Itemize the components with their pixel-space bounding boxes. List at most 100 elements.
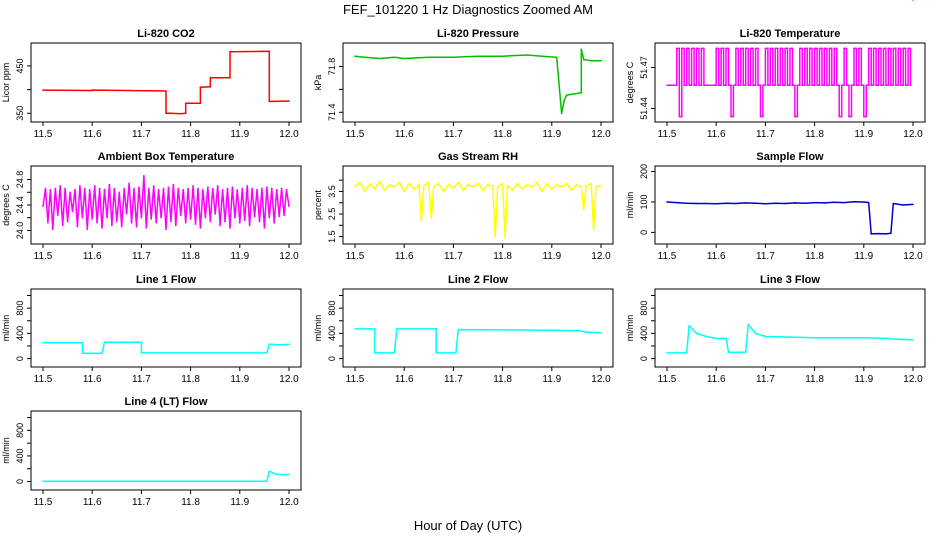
data-point xyxy=(79,185,81,187)
data-point xyxy=(818,84,821,86)
data-point xyxy=(863,337,865,339)
y-axis-label: ml/min xyxy=(625,315,635,342)
data-point xyxy=(393,186,396,188)
data-point xyxy=(172,183,175,186)
data-point xyxy=(715,337,717,340)
data-point xyxy=(150,218,152,220)
data-point xyxy=(855,47,858,50)
data-point xyxy=(76,225,79,228)
data-point xyxy=(219,224,221,227)
data-point xyxy=(796,84,799,86)
y-tick-label: 100 xyxy=(639,194,649,209)
data-point xyxy=(744,84,747,86)
data-point xyxy=(747,47,749,50)
data-point xyxy=(592,229,595,231)
data-point xyxy=(791,47,794,50)
data-point xyxy=(155,222,157,224)
x-tick-label: 12.0 xyxy=(591,251,611,262)
data-point xyxy=(214,213,216,215)
x-tick-label: 11.7 xyxy=(132,251,151,262)
data-point xyxy=(81,352,84,355)
data-point xyxy=(813,47,816,50)
data-point xyxy=(720,84,722,86)
data-point xyxy=(516,182,519,185)
x-tick-label: 11.9 xyxy=(542,374,561,385)
data-point xyxy=(779,84,781,86)
data-point xyxy=(757,84,759,86)
data-point xyxy=(786,84,789,86)
y-tick-label: 0 xyxy=(15,479,25,484)
data-point xyxy=(813,84,816,86)
x-tick-label: 11.9 xyxy=(230,374,249,385)
x-tick-label: 11.9 xyxy=(230,129,249,140)
data-point xyxy=(887,337,890,340)
chart-panel-10: Line 4 (LT) Flow ml/min 11.5 11.6 11.7 11.8 11… xyxy=(1,396,302,508)
data-point xyxy=(278,343,281,346)
data-point xyxy=(98,187,101,190)
data-point xyxy=(804,47,806,50)
y-axis-label: degrees C xyxy=(1,184,11,226)
data-point xyxy=(140,216,143,219)
data-point xyxy=(890,338,892,340)
x-tick-label: 12.0 xyxy=(591,374,611,385)
data-point xyxy=(759,115,762,118)
x-tick-label: 11.6 xyxy=(395,374,414,385)
x-tick-label: 11.5 xyxy=(34,251,53,262)
data-point xyxy=(600,185,602,187)
data-point xyxy=(600,59,602,62)
data-point xyxy=(754,332,757,335)
data-point xyxy=(234,216,236,219)
data-point xyxy=(737,84,740,86)
data-point xyxy=(781,84,784,86)
data-point xyxy=(44,187,47,190)
data-point xyxy=(899,84,902,86)
data-point xyxy=(280,187,283,190)
data-point xyxy=(855,84,858,86)
y-tick-label: 71.4 xyxy=(327,104,337,122)
data-point xyxy=(722,84,725,86)
data-point xyxy=(103,188,106,191)
data-line xyxy=(667,47,912,118)
data-point xyxy=(752,84,754,86)
data-line xyxy=(42,174,290,230)
data-point xyxy=(828,84,831,86)
y-tick-label: 51.44 xyxy=(639,97,649,120)
data-point xyxy=(442,190,445,193)
data-point xyxy=(747,84,749,86)
y-tick-label: 800 xyxy=(15,301,25,316)
data-point xyxy=(796,115,799,118)
data-point xyxy=(695,47,698,50)
data-point xyxy=(175,224,177,227)
data-point xyxy=(909,47,912,50)
data-point xyxy=(744,47,747,50)
data-point xyxy=(683,47,685,50)
data-point xyxy=(224,220,226,223)
data-point xyxy=(705,84,708,86)
data-point xyxy=(774,84,776,86)
x-tick-label: 11.8 xyxy=(805,129,824,140)
x-tick-label: 11.9 xyxy=(542,129,561,140)
data-point xyxy=(288,343,290,346)
data-point xyxy=(194,223,197,225)
data-point xyxy=(467,183,470,186)
data-point xyxy=(435,328,438,330)
data-point xyxy=(275,473,278,476)
data-point xyxy=(831,47,833,50)
data-point xyxy=(541,55,543,57)
data-point xyxy=(369,182,371,185)
data-point xyxy=(885,233,887,235)
data-point xyxy=(86,228,89,230)
x-tick-label: 11.8 xyxy=(181,374,200,385)
data-point xyxy=(580,92,583,94)
data-point xyxy=(239,480,241,483)
data-point xyxy=(676,84,678,86)
data-point xyxy=(885,47,887,50)
x-tick-label: 12.0 xyxy=(279,251,299,262)
data-point xyxy=(703,84,705,86)
x-tick-label: 11.8 xyxy=(805,374,824,385)
data-point xyxy=(563,100,565,102)
data-point xyxy=(263,227,266,229)
y-tick-label: 800 xyxy=(15,423,25,438)
data-point xyxy=(590,182,592,185)
data-point xyxy=(823,47,826,50)
